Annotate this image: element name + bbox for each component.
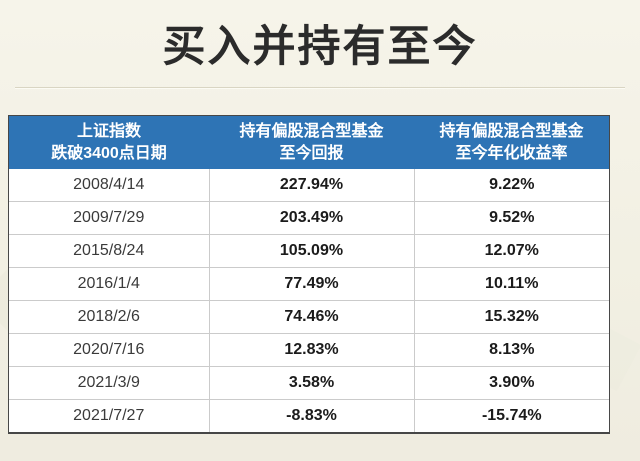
header-row: 上证指数 跌破3400点日期 持有偏股混合型基金 至今回报 持有偏股混合型基金 … (9, 116, 609, 169)
column-header-line: 至今回报 (279, 144, 344, 162)
column-header-line: 持有偏股混合型基金 (439, 122, 584, 140)
cell-date: 2021/3/9 (9, 366, 209, 400)
table-row: 2008/4/14 227.94% 9.22% (9, 169, 609, 202)
page-title: 买入并持有至今 (162, 23, 478, 71)
cell-total-return: 203.49% (208, 201, 414, 235)
cell-date: 2021/7/27 (9, 399, 209, 432)
cell-total-return: 3.58% (208, 366, 414, 400)
cell-date: 2020/7/16 (9, 333, 209, 367)
cell-date: 2008/4/14 (9, 169, 209, 202)
cell-annualized-return: 8.13% (413, 333, 609, 367)
cell-annualized-return: 10.11% (413, 267, 609, 301)
cell-annualized-return: 3.90% (413, 366, 609, 400)
cell-total-return: 227.94% (208, 169, 414, 202)
table-row: 2015/8/24 105.09% 12.07% (9, 234, 609, 268)
column-header-line: 上证指数 (76, 122, 141, 140)
cell-annualized-return: -15.74% (413, 399, 609, 432)
cell-annualized-return: 9.52% (413, 201, 609, 235)
column-header-annualized-return: 持有偏股混合型基金 至今年化收益率 (414, 116, 609, 169)
column-header-total-return: 持有偏股混合型基金 至今回报 (209, 116, 414, 169)
column-header-index-date: 上证指数 跌破3400点日期 (9, 116, 209, 169)
table-row: 2018/2/6 74.46% 15.32% (9, 300, 609, 334)
cell-date: 2009/7/29 (9, 201, 209, 235)
cell-date: 2016/1/4 (9, 267, 209, 301)
cell-annualized-return: 12.07% (413, 234, 609, 268)
cell-total-return: 74.46% (208, 300, 414, 334)
table-row: 2021/3/9 3.58% 3.90% (9, 366, 609, 400)
cell-annualized-return: 15.32% (413, 300, 609, 334)
table-row: 2016/1/4 77.49% 10.11% (9, 267, 609, 301)
column-header-line: 至今年化收益率 (455, 144, 568, 162)
cell-total-return: 12.83% (208, 333, 414, 367)
cell-date: 2018/2/6 (9, 300, 209, 334)
table-row: 2021/7/27 -8.83% -15.74% (9, 399, 609, 432)
returns-table: 上证指数 跌破3400点日期 持有偏股混合型基金 至今回报 持有偏股混合型基金 … (9, 116, 609, 432)
title-divider (15, 87, 625, 89)
table-row: 2009/7/29 203.49% 9.52% (9, 201, 609, 235)
cell-total-return: 105.09% (208, 234, 414, 268)
cell-annualized-return: 9.22% (413, 169, 609, 202)
column-header-line: 跌破3400点日期 (51, 144, 167, 162)
table-row: 2020/7/16 12.83% 8.13% (9, 333, 609, 367)
table-body: 2008/4/14 227.94% 9.22% 2009/7/29 203.49% 9.5… (9, 169, 609, 432)
column-header-line: 持有偏股混合型基金 (239, 122, 384, 140)
cell-total-return: 77.49% (208, 267, 414, 301)
returns-table-container: 上证指数 跌破3400点日期 持有偏股混合型基金 至今回报 持有偏股混合型基金 … (8, 115, 610, 434)
cell-total-return: -8.83% (208, 399, 414, 432)
cell-date: 2015/8/24 (9, 234, 209, 268)
